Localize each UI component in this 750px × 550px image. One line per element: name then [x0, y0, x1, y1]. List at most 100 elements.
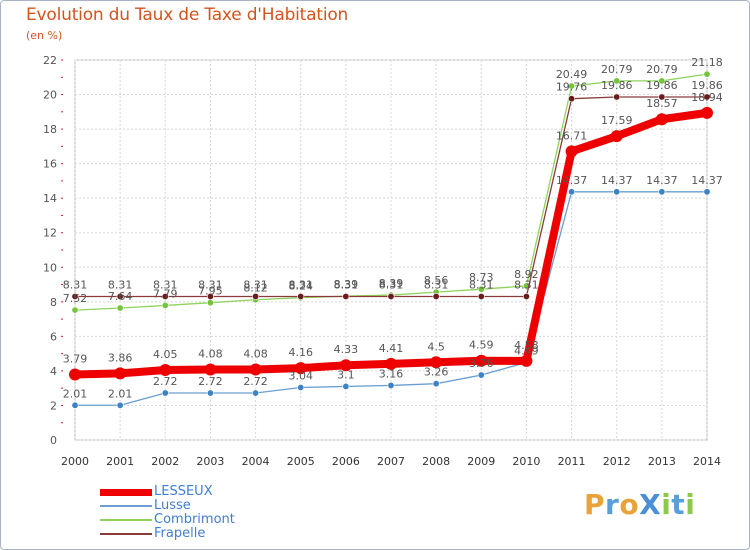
data-label-frapelle: 19.76: [556, 81, 588, 94]
data-point-lesseux: [610, 130, 623, 143]
data-point-lesseux: [114, 367, 127, 380]
y-tick-label: 22: [43, 54, 57, 67]
data-point-frapelle: [477, 292, 485, 300]
data-point-lusse: [116, 401, 124, 409]
data-point-lesseux: [565, 145, 578, 158]
data-point-combrimont: [703, 70, 711, 78]
data-point-frapelle: [387, 292, 395, 300]
y-tick-label: 0: [50, 434, 57, 447]
data-label-frapelle: 8.31: [514, 278, 539, 291]
data-point-frapelle: [568, 95, 576, 103]
data-point-lusse: [252, 389, 260, 397]
data-label-lusse: 14.37: [691, 174, 723, 187]
data-label-lusse: 3.26: [424, 366, 449, 379]
data-point-combrimont: [477, 285, 485, 293]
chart-title: Evolution du Taux de Taxe d'Habitation: [26, 5, 349, 25]
data-point-lusse: [206, 389, 214, 397]
chart-subtitle: (en %): [26, 29, 63, 42]
data-point-combrimont: [71, 306, 79, 314]
data-point-combrimont: [658, 77, 666, 85]
data-point-lusse: [613, 188, 621, 196]
legend-label: Lusse: [154, 498, 191, 513]
y-tick-label: 4: [50, 365, 57, 378]
grid-layer: [74, 59, 708, 441]
x-tick-label: 2005: [287, 455, 315, 468]
data-label-combrimont: 8.39: [334, 278, 359, 291]
data-label-lesseux: 4.5: [427, 340, 445, 353]
data-label-lesseux: 18.94: [691, 91, 723, 104]
data-label-frapelle: 8.31: [153, 278, 178, 291]
data-label-frapelle: 8.31: [63, 278, 88, 291]
data-point-lusse: [658, 188, 666, 196]
legend-swatch: [100, 519, 152, 521]
data-label-lesseux: 16.71: [556, 129, 588, 142]
data-label-frapelle: 19.86: [646, 79, 678, 92]
data-point-lusse: [568, 188, 576, 196]
data-label-combrimont: 20.79: [601, 63, 633, 76]
data-point-lesseux: [430, 356, 443, 369]
x-tick-label: 2006: [332, 455, 360, 468]
data-point-lesseux: [475, 354, 488, 367]
x-tick-label: 2001: [106, 455, 134, 468]
data-label-lusse: 2.72: [198, 375, 223, 388]
series-layer: [69, 70, 713, 409]
data-label-frapelle: 8.31: [469, 278, 494, 291]
data-label-frapelle: 8.31: [288, 278, 313, 291]
data-point-lesseux: [249, 363, 262, 376]
data-point-frapelle: [432, 292, 440, 300]
data-label-lesseux: 4.33: [334, 343, 359, 356]
x-tick-label: 2003: [196, 455, 224, 468]
data-point-lusse: [71, 401, 79, 409]
data-label-lesseux: 4.16: [288, 346, 313, 359]
data-point-lesseux: [339, 359, 352, 372]
x-tick-label: 2002: [151, 455, 179, 468]
data-label-lesseux: 3.86: [108, 351, 133, 364]
legend-label: Frapelle: [154, 526, 206, 541]
data-point-frapelle: [252, 292, 260, 300]
y-tick-label: 6: [50, 330, 57, 343]
data-label-lesseux: 4.59: [469, 339, 494, 352]
y-tick-label: 14: [43, 192, 57, 205]
data-label-lesseux: 4.05: [153, 348, 178, 361]
data-point-lesseux: [159, 364, 172, 377]
data-label-lusse: 14.37: [556, 174, 588, 187]
data-point-lesseux: [385, 357, 397, 370]
x-tick-label: 2009: [467, 455, 495, 468]
legend-swatch: [100, 505, 152, 507]
data-label-combrimont: 20.49: [556, 68, 588, 81]
data-label-lusse: 3.16: [379, 367, 404, 380]
data-label-combrimont: 7.95: [198, 285, 223, 298]
x-tick-label: 2000: [61, 455, 89, 468]
data-label-combrimont: 7.52: [63, 292, 88, 305]
legend-label: LESSEUX: [154, 484, 213, 499]
data-label-lusse: 3.1: [337, 368, 355, 381]
data-label-combrimont: 8.56: [424, 274, 449, 287]
x-tick-label: 2010: [512, 455, 540, 468]
data-point-lusse: [297, 383, 305, 391]
data-label-frapelle: 8.31: [424, 278, 449, 291]
data-point-lesseux: [655, 113, 668, 126]
y-tick-label: 8: [50, 296, 57, 309]
data-point-lusse: [342, 382, 350, 390]
data-label-lusse: 2.01: [108, 387, 133, 400]
data-label-combrimont: 7.79: [153, 287, 178, 300]
data-label-lusse: 2.01: [63, 387, 88, 400]
data-label-lesseux: 4.58: [514, 339, 539, 352]
data-label-lesseux: 4.41: [379, 342, 404, 355]
x-tick-label: 2013: [648, 455, 676, 468]
data-label-frapelle: 8.31: [108, 278, 133, 291]
data-point-lesseux: [294, 362, 307, 375]
data-point-lusse: [432, 380, 440, 388]
data-point-lusse: [703, 188, 711, 196]
axis-layer: 0 2 4 6 8 10 12 14 16 18 20 22 2000 2001 2002 2003 2004 2…: [43, 54, 721, 468]
data-label-combrimont: 21.18: [691, 56, 723, 69]
data-label-lusse: 2.72: [153, 375, 178, 388]
data-point-frapelle: [613, 93, 621, 101]
y-tick-label: 18: [43, 123, 57, 136]
data-point-frapelle: [658, 93, 666, 101]
data-point-lesseux: [204, 363, 217, 376]
data-point-frapelle: [342, 292, 350, 300]
data-point-lesseux: [701, 106, 713, 119]
data-label-combrimont: 8.12: [243, 282, 268, 295]
x-tick-label: 2008: [422, 455, 450, 468]
